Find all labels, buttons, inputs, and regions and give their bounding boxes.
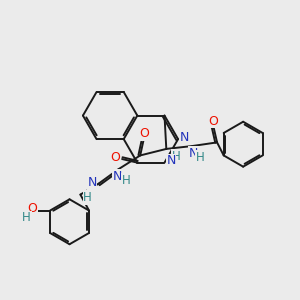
Text: N: N: [113, 170, 122, 183]
Text: N: N: [166, 154, 176, 167]
Text: O: O: [27, 202, 37, 215]
Text: H: H: [122, 174, 131, 187]
Text: O: O: [111, 151, 121, 164]
Text: H: H: [172, 150, 181, 163]
Text: N: N: [87, 176, 97, 189]
Text: N: N: [188, 147, 198, 160]
Text: O: O: [139, 127, 149, 140]
Text: H: H: [22, 211, 31, 224]
Text: H: H: [83, 191, 92, 204]
Text: N: N: [180, 131, 189, 144]
Text: H: H: [196, 151, 205, 164]
Text: O: O: [208, 115, 218, 128]
